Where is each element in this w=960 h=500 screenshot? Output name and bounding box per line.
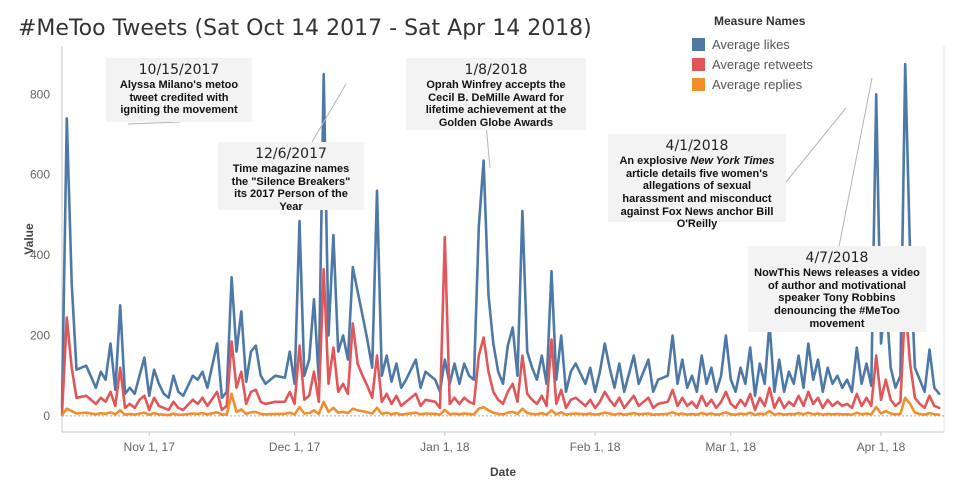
series-line-retweets	[60, 235, 941, 416]
y-tick-label: 0	[43, 409, 50, 423]
legend-label-retweets: Average retweets	[712, 56, 813, 72]
annotation-connector	[311, 83, 347, 143]
annotation-robbins: 4/7/2018 NowThis News releases a video o…	[748, 246, 926, 332]
annotation-text: Alyssa Milano's metoo tweet credited wit…	[119, 79, 239, 117]
annotation-connector	[127, 121, 181, 125]
annotation-text: Oprah Winfrey accepts the Cecil B. DeMil…	[425, 79, 567, 130]
y-tick-label: 800	[30, 87, 50, 101]
annotation-milano: 10/15/2017 Alyssa Milano's metoo tweet c…	[106, 58, 252, 122]
x-tick-label: Jan 1, 18	[420, 440, 470, 454]
x-axis-title: Date	[490, 465, 516, 479]
annotation-date: 4/7/2018	[805, 250, 869, 266]
annotation-date: 1/8/2018	[464, 62, 528, 78]
legend-swatch-replies	[692, 77, 705, 91]
series-line-likes	[60, 62, 941, 410]
y-tick-label: 600	[30, 168, 50, 182]
legend-label-likes: Average likes	[712, 36, 790, 52]
x-tick-label: Feb 1, 18	[570, 440, 621, 454]
annotation-time-magazine: 12/6/2017 Time magazine names the "Silen…	[218, 142, 364, 213]
annotation-text: NowThis News releases a video of author …	[754, 267, 920, 330]
annotation-oreilly: 4/1/2018 An explosive New York Times art…	[608, 134, 786, 230]
annotation-text-italic: New York Times	[690, 155, 775, 168]
legend-item-retweets[interactable]: Average retweets	[692, 54, 892, 74]
x-tick-label: Mar 1, 18	[705, 440, 756, 454]
annotation-text-after: article details five women's allegations…	[620, 167, 774, 231]
legend: Measure Names Average likes Average retw…	[692, 14, 892, 94]
y-tick-label: 400	[30, 248, 50, 262]
y-axis-title: Value	[22, 223, 36, 255]
axes-layer: 0 200 400 600 800 Nov 1, 17 Dec 1, 17 Jan 1, 18…	[22, 46, 945, 479]
annotation-text: Time magazine names the "Silence Breaker…	[231, 163, 351, 214]
annotation-date: 12/6/2017	[255, 146, 327, 162]
legend-item-replies[interactable]: Average replies	[692, 74, 892, 94]
annotation-connector	[835, 77, 873, 263]
annotation-text: An explosive New York Times article deta…	[614, 155, 780, 231]
legend-swatch-likes	[692, 37, 705, 51]
x-tick-label: Apr 1, 18	[857, 440, 906, 454]
annotation-date: 10/15/2017	[138, 62, 220, 78]
x-tick-label: Nov 1, 17	[124, 440, 176, 454]
legend-title: Measure Names	[714, 14, 806, 28]
annotation-date: 4/1/2018	[665, 138, 729, 154]
legend-swatch-retweets	[692, 57, 705, 71]
x-tick-label: Dec 1, 17	[269, 440, 321, 454]
legend-item-likes[interactable]: Average likes	[692, 34, 892, 54]
annotation-connector	[785, 107, 847, 183]
legend-label-replies: Average replies	[712, 76, 803, 92]
annotation-oprah: 1/8/2018 Oprah Winfrey accepts the Cecil…	[406, 58, 586, 130]
series-line-replies	[60, 392, 941, 417]
series-layer	[60, 62, 941, 417]
chart-title: #MeToo Tweets (Sat Oct 14 2017 - Sat Apr…	[18, 16, 592, 41]
annotation-text-before: An explosive	[619, 155, 691, 168]
y-tick-label: 200	[30, 329, 50, 343]
